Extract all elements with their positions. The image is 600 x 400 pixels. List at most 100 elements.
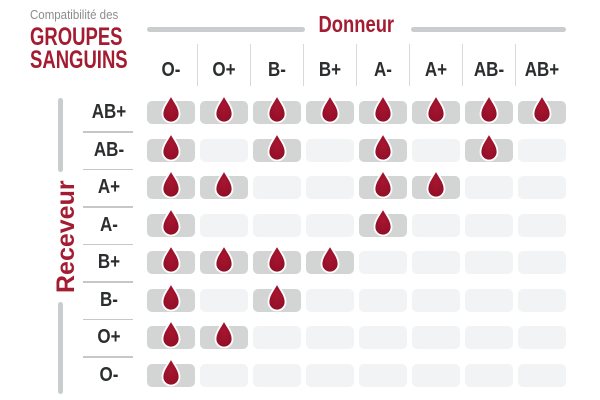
blood-drop-icon [426,169,446,199]
cell-receiver-A--donor-O+ [200,213,248,237]
column-divider [461,44,463,86]
donor-col-label-AB+: AB+ [524,59,560,81]
blood-drop-icon [479,131,499,161]
receiver-row-label-O+: O+ [97,326,121,348]
receiver-row-label-A+: A+ [97,176,121,198]
cell-receiver-AB+-donor-A+ [412,94,460,124]
chart-title: Compatibilité des GROUPES SANGUINS [30,8,162,74]
cell-receiver-AB--donor-A+ [412,138,460,162]
cell-receiver-O+-donor-B- [253,326,301,349]
cell-receiver-B--donor-AB- [465,288,513,312]
blood-drop-icon [267,131,287,161]
cell-receiver-B+-donor-AB+ [518,251,566,274]
blood-drop-icon [214,169,234,199]
cell-receiver-O+-donor-O+ [200,319,248,349]
cell-receiver-A+-donor-AB- [465,176,513,199]
title-eyebrow: Compatibilité des [30,8,119,22]
cell-receiver-B--donor-O+ [200,288,248,312]
cell-receiver-AB+-donor-AB+ [518,94,566,124]
cell-receiver-AB+-donor-O+ [200,94,248,124]
row-divider [83,131,133,133]
cell-receiver-A+-donor-A- [359,169,407,199]
blood-drop-icon [267,281,287,311]
donor-axis: Donneur [147,10,566,38]
column-divider [302,44,304,86]
donor-col-label-A+: A+ [424,59,448,81]
cell-receiver-AB--donor-AB- [465,131,513,162]
donor-rule-left [147,27,305,32]
cell-receiver-A+-donor-O+ [200,169,248,199]
cell-receiver-AB+-donor-AB- [465,94,513,124]
cell-receiver-A--donor-B- [253,213,301,237]
row-divider [83,281,133,283]
cell-receiver-B+-donor-O+ [200,244,248,274]
receiver-axis-label: Receveur [52,180,80,294]
blood-drop-icon [320,94,340,124]
blood-drop-icon [161,281,181,311]
blood-drop-icon [161,244,181,274]
donor-col-label-O+: O+ [212,59,236,81]
donor-rule-right [411,27,566,32]
cell-receiver-B--donor-O- [147,281,195,312]
column-divider [408,44,410,86]
title-line-2: SANGUINS [30,46,128,74]
column-divider [196,44,198,86]
receiver-row-label-AB-: AB- [93,138,125,161]
blood-drop-icon [373,169,393,199]
row-divider [83,243,133,245]
title-line-1: GROUPES [30,23,123,51]
cell-receiver-B+-donor-A+ [412,251,460,274]
receiver-rule-bottom [58,302,63,394]
cell-receiver-AB--donor-O- [147,131,195,162]
cell-receiver-B+-donor-B+ [306,244,354,274]
receiver-row-label-AB+: AB+ [91,101,127,123]
receiver-row-label-B+: B+ [97,251,121,273]
cell-receiver-AB--donor-B+ [306,138,354,162]
blood-drop-icon [214,244,234,274]
cell-receiver-A+-donor-O- [147,169,195,199]
cell-receiver-O--donor-A+ [412,363,460,387]
donor-col-label-O-: O- [161,59,181,81]
blood-drop-icon [267,244,287,274]
blood-drop-icon [267,94,287,124]
receiver-row-label-B-: B- [100,288,118,311]
cell-receiver-O+-donor-A- [359,326,407,349]
cell-receiver-O+-donor-AB+ [518,326,566,349]
cell-receiver-AB+-donor-B+ [306,94,354,124]
donor-col-label-B+: B+ [318,59,342,81]
cell-receiver-O--donor-B+ [306,363,354,387]
cell-receiver-B+-donor-A- [359,251,407,274]
donor-col-label-AB-: AB- [473,59,505,81]
cell-receiver-B--donor-AB+ [518,288,566,312]
blood-drop-icon [373,131,393,161]
cell-receiver-O--donor-O- [147,356,195,387]
cell-receiver-A+-donor-AB+ [518,176,566,199]
receiver-rule-top [58,98,63,172]
blood-drop-icon [214,319,234,349]
blood-drop-icon [161,319,181,349]
cell-receiver-O+-donor-O- [147,319,195,349]
blood-drop-icon [320,244,340,274]
column-divider [249,44,251,86]
blood-drop-icon [373,206,393,236]
cell-receiver-O--donor-AB- [465,363,513,387]
cell-receiver-O--donor-AB+ [518,363,566,387]
cell-receiver-O--donor-A- [359,363,407,387]
blood-drop-icon [214,94,234,124]
blood-drop-icon [161,169,181,199]
donor-col-label-A-: A- [374,59,392,81]
row-divider [83,168,133,170]
cell-receiver-O+-donor-AB- [465,326,513,349]
cell-receiver-A+-donor-A+ [412,169,460,199]
donor-axis-label: Donneur [318,11,395,37]
column-divider [514,44,516,86]
cell-receiver-B--donor-B- [253,281,301,312]
cell-receiver-A+-donor-B+ [306,176,354,199]
blood-drop-icon [479,94,499,124]
cell-receiver-A--donor-AB+ [518,213,566,237]
blood-drop-icon [161,356,181,386]
cell-receiver-B--donor-A- [359,288,407,312]
cell-receiver-A+-donor-B- [253,176,301,199]
blood-drop-icon [161,94,181,124]
